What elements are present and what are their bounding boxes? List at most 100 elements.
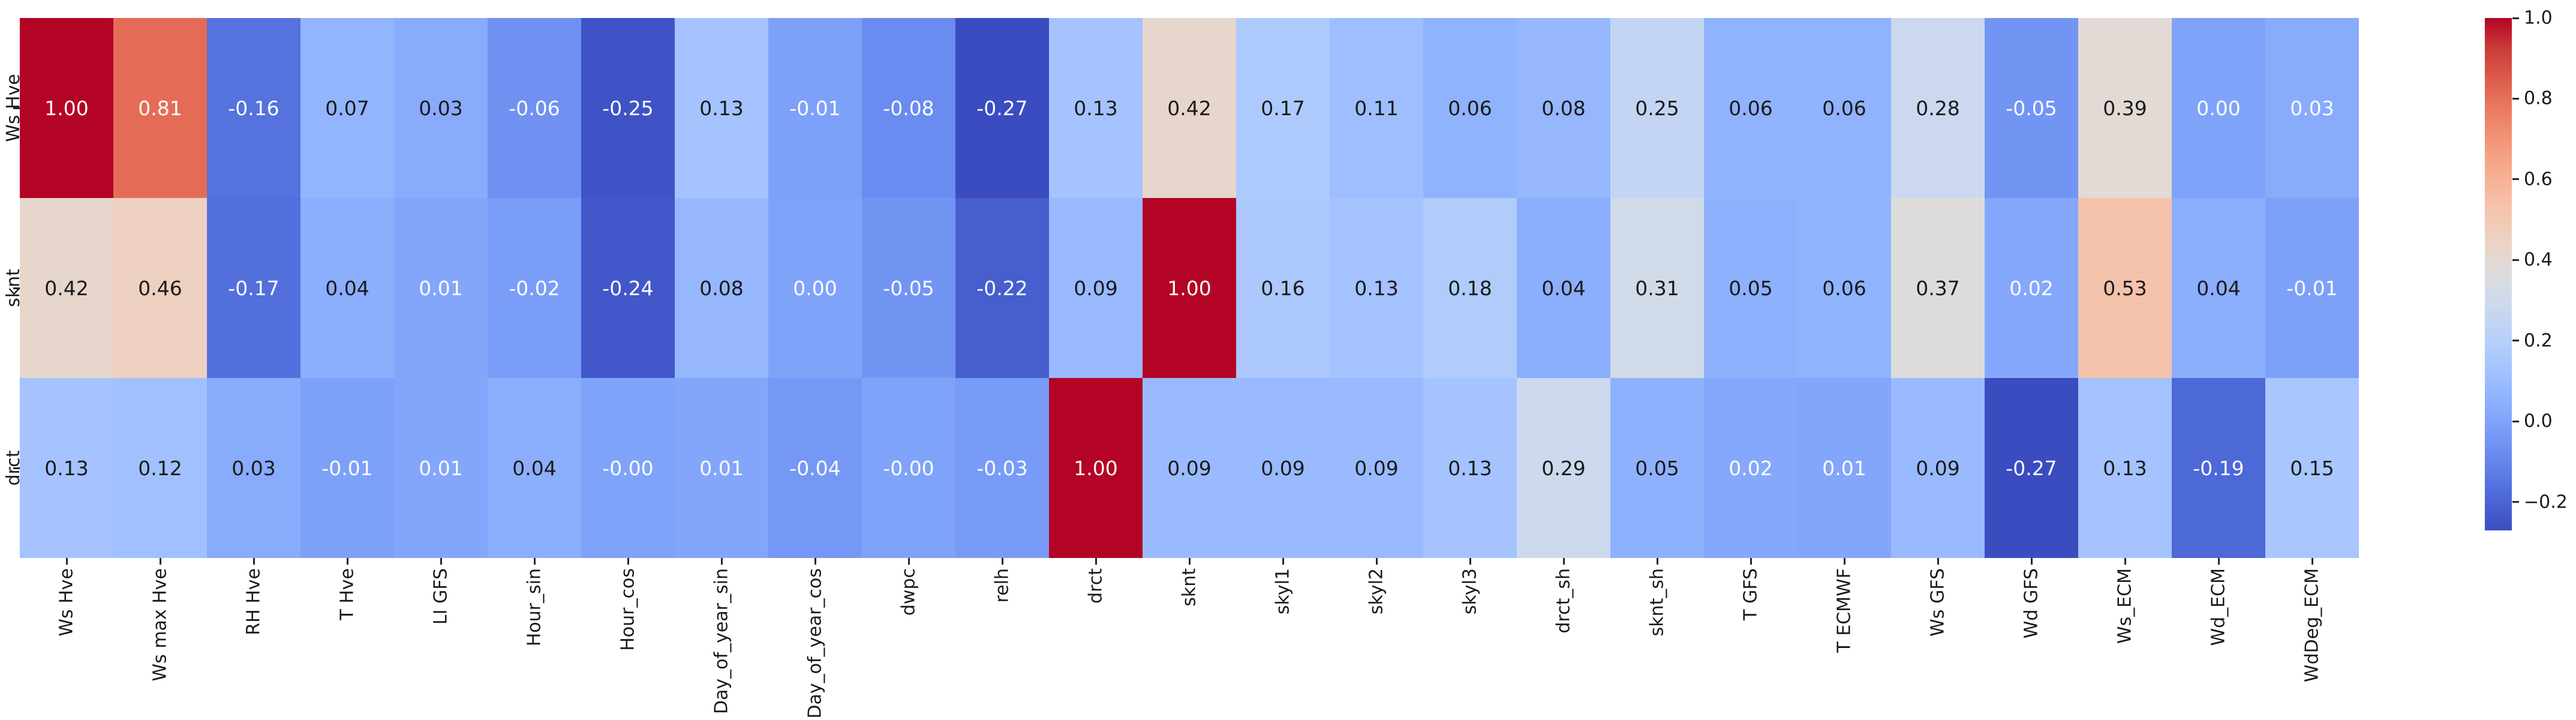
heatmap-cell: -0.00: [581, 378, 675, 558]
heatmap-cell: 0.00: [768, 198, 862, 378]
x-tick-mark: [2030, 558, 2033, 565]
x-axis-label: RH Hve: [243, 568, 264, 635]
heatmap-cell: 0.42: [1143, 18, 1236, 198]
cell-value: 0.81: [138, 96, 182, 120]
x-axis-label: T ECMWF: [1833, 568, 1855, 653]
cell-value: 0.31: [1635, 276, 1679, 300]
heatmap-cell: 0.12: [113, 378, 207, 558]
heatmap-cell: 0.01: [1798, 378, 1891, 558]
y-axis-label: Ws Hve: [3, 74, 24, 142]
heatmap-cell: -0.22: [955, 198, 1049, 378]
cell-value: 0.42: [1167, 96, 1212, 120]
heatmap-cell: 0.03: [207, 378, 300, 558]
heatmap-cell: 0.13: [1423, 378, 1517, 558]
heatmap-cell: 0.25: [1610, 18, 1704, 198]
colorbar-tick-label: 0.2: [2524, 330, 2553, 352]
x-tick-mark: [65, 558, 68, 565]
x-tick-mark: [440, 558, 442, 565]
cell-value: 0.04: [2196, 276, 2241, 300]
cell-value: 0.15: [2290, 456, 2334, 480]
heatmap-cell: 0.03: [394, 18, 488, 198]
heatmap-cell: 0.04: [1517, 198, 1610, 378]
heatmap-cell: -0.01: [2265, 198, 2359, 378]
colorbar-tick-label: −0.2: [2524, 491, 2568, 513]
cell-value: 0.37: [1916, 276, 1960, 300]
cell-value: 0.13: [1074, 96, 1118, 120]
cell-value: 0.11: [1354, 96, 1399, 120]
x-tick-mark: [1375, 558, 1378, 565]
heatmap-cell: -0.02: [488, 198, 581, 378]
cell-value: -0.03: [976, 456, 1028, 480]
x-axis-label: dwpc: [898, 568, 919, 616]
x-tick-mark: [907, 558, 910, 565]
x-axis-label: skyl2: [1366, 568, 1387, 615]
heatmap-cell: 0.18: [1423, 198, 1517, 378]
cell-value: 0.04: [512, 456, 557, 480]
heatmap-cell: 0.04: [300, 198, 394, 378]
heatmap-cell: -0.05: [862, 198, 955, 378]
colorbar-tick-mark: [2512, 17, 2519, 19]
heatmap-cell: 0.05: [1704, 198, 1798, 378]
heatmap-cell: 0.53: [2078, 198, 2172, 378]
heatmap-cell: 0.28: [1891, 18, 1985, 198]
cell-value: 1.00: [44, 96, 89, 120]
y-axis-label: drct: [3, 450, 24, 486]
y-tick-mark: [13, 467, 20, 469]
cell-value: -0.00: [883, 456, 934, 480]
x-tick-mark: [346, 558, 348, 565]
heatmap-cell: 0.06: [1423, 18, 1517, 198]
y-axis-label: sknt: [3, 269, 24, 307]
heatmap-cell: -0.27: [1985, 378, 2078, 558]
cell-value: 0.06: [1822, 276, 1866, 300]
heatmap-cell: 0.09: [1236, 378, 1330, 558]
x-tick-mark: [1750, 558, 1752, 565]
x-axis-label: Day_of_year_sin: [711, 568, 732, 715]
cell-value: -0.00: [602, 456, 654, 480]
y-tick-mark: [13, 287, 20, 289]
cell-value: 0.13: [2103, 456, 2147, 480]
y-tick-mark: [13, 107, 20, 109]
heatmap-cell: 0.37: [1891, 198, 1985, 378]
cell-value: 0.09: [1074, 276, 1118, 300]
cell-value: 0.53: [2103, 276, 2147, 300]
x-axis-label: Hour_sin: [524, 568, 545, 647]
cell-value: 0.02: [1729, 456, 1773, 480]
cell-value: 0.02: [2009, 276, 2054, 300]
cell-value: 0.04: [1541, 276, 1586, 300]
cell-value: 0.08: [699, 276, 744, 300]
x-tick-mark: [2124, 558, 2126, 565]
cell-value: 0.01: [1822, 456, 1866, 480]
x-axis-label: Wd GFS: [2021, 568, 2042, 639]
x-tick-mark: [1095, 558, 1097, 565]
cell-value: 0.42: [44, 276, 89, 300]
cell-value: -0.24: [602, 276, 654, 300]
colorbar: [2485, 18, 2512, 530]
heatmap-cell: 1.00: [1049, 378, 1143, 558]
heatmap-cell: -0.24: [581, 198, 675, 378]
cell-value: 0.25: [1635, 96, 1679, 120]
x-axis-label: drct_sh: [1553, 568, 1574, 634]
colorbar-tick-mark: [2512, 178, 2519, 181]
heatmap-cell: -0.00: [862, 378, 955, 558]
cell-value: 0.12: [138, 456, 182, 480]
heatmap-cell: 0.04: [488, 378, 581, 558]
x-axis-label: sknt_sh: [1646, 568, 1668, 637]
heatmap-cell: 0.46: [113, 198, 207, 378]
heatmap-cell: 0.07: [300, 18, 394, 198]
cell-value: 0.01: [419, 276, 463, 300]
heatmap-grid: 1.00 0.81 -0.16 0.07 0.03 -0.06 -0.25 0.13 -0.01…: [20, 18, 2359, 558]
heatmap-cell: -0.04: [768, 378, 862, 558]
heatmap-cell: 0.09: [1049, 198, 1143, 378]
cell-value: 0.39: [2103, 96, 2147, 120]
cell-value: 0.29: [1541, 456, 1586, 480]
cell-value: 0.06: [1448, 96, 1492, 120]
heatmap-cell: -0.27: [955, 18, 1049, 198]
x-axis-label: sknt: [1179, 568, 1200, 607]
heatmap-cell: 0.06: [1704, 18, 1798, 198]
x-tick-mark: [1656, 558, 1658, 565]
colorbar-tick-label: 0.6: [2524, 169, 2553, 190]
heatmap-cell: 0.09: [1143, 378, 1236, 558]
heatmap-cell: 0.15: [2265, 378, 2359, 558]
x-tick-mark: [1001, 558, 1003, 565]
